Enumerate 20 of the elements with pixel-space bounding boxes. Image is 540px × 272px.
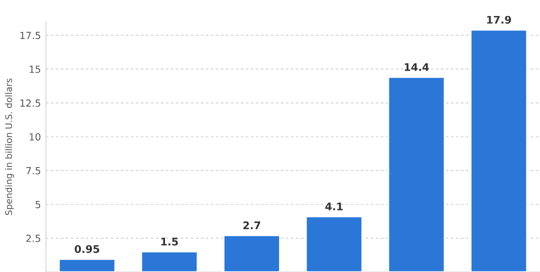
data-label: 17.9: [487, 16, 512, 24]
y-tick-label: 5: [36, 200, 40, 208]
data-label: 1.5: [161, 238, 178, 246]
y-tick-label: 15: [30, 66, 40, 73]
data-label: 14.4: [404, 63, 429, 71]
bar: [223, 234, 280, 272]
bar: [305, 216, 363, 272]
y-tick-label: 17.5: [20, 32, 40, 40]
data-label: 0.95: [74, 245, 100, 253]
bar: [388, 76, 446, 272]
y-axis-title: Spending in billion U.S. dollars: [5, 78, 14, 216]
bar: [140, 251, 198, 272]
data-label: 2.7: [243, 221, 260, 230]
bar: [58, 258, 116, 272]
y-tick-label: 12.5: [20, 99, 40, 107]
y-tick-label: 7.5: [26, 167, 40, 174]
data-label: 4.1: [325, 202, 343, 210]
y-tick-label: 10: [30, 133, 40, 141]
y-tick-label: 2.5: [26, 234, 40, 242]
bar: [470, 29, 528, 272]
